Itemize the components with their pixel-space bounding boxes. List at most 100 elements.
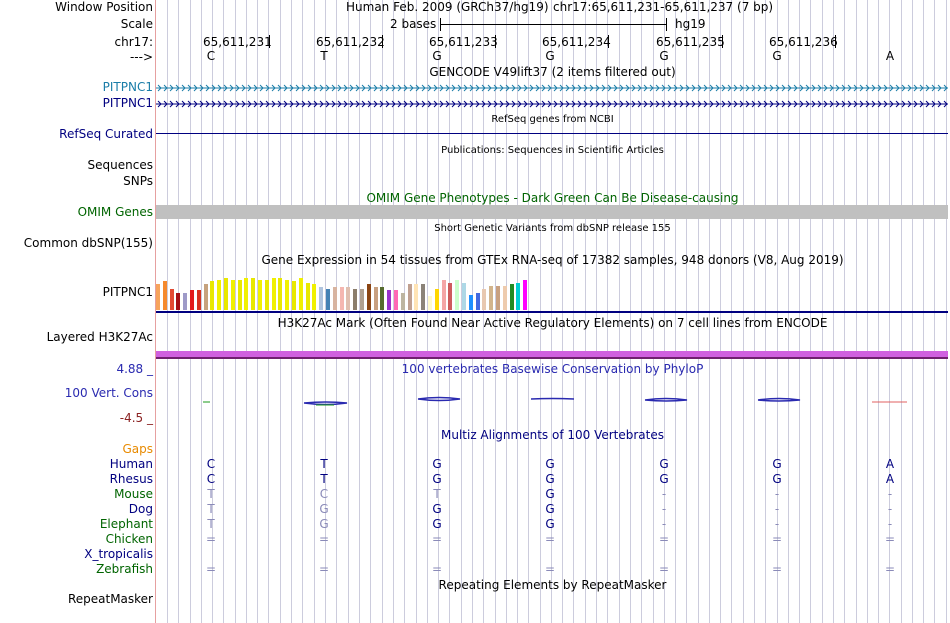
gtex-tissue-bar[interactable] (332, 287, 337, 310)
gtex-tissue-bar[interactable] (169, 289, 174, 310)
gtex-tissue-bar[interactable] (339, 287, 344, 310)
gtex-tissue-bar[interactable] (366, 284, 371, 310)
gtex-tissue-bar[interactable] (346, 287, 351, 310)
gtex-tissue-bar[interactable] (462, 283, 466, 310)
gtex-tissue-bar[interactable] (285, 280, 290, 310)
species-label[interactable]: Elephant (99, 517, 153, 531)
gencode-item-2-feature[interactable] (156, 98, 948, 108)
gtex-tissue-bar[interactable] (176, 293, 181, 310)
gtex-tissue-bar[interactable] (434, 289, 439, 310)
species-label[interactable]: Chicken (105, 532, 153, 546)
gencode-item-2-label[interactable]: PITPNC1 (102, 96, 153, 110)
gtex-tissue-bar[interactable] (407, 284, 412, 310)
gtex-tissue-bar[interactable] (258, 280, 262, 310)
gencode-item-1-feature[interactable] (156, 82, 948, 92)
gtex-label[interactable]: PITPNC1 (102, 285, 153, 299)
repeatmasker-label[interactable]: RepeatMasker (67, 592, 153, 606)
gaps-label[interactable]: Gaps (122, 442, 153, 456)
gtex-tissue-bar[interactable] (210, 281, 215, 310)
gtex-tissue-bar[interactable] (400, 293, 405, 310)
gtex-tissue-bar[interactable] (305, 283, 310, 310)
gtex-tissue-bar[interactable] (380, 287, 385, 310)
gtex-tissue-bar[interactable] (523, 280, 528, 310)
coordinate-tick[interactable]: 65,611,231 (203, 35, 272, 49)
species-label[interactable]: Human (109, 457, 153, 471)
gtex-tissue-bar[interactable] (162, 281, 167, 310)
gtex-tissue-bar[interactable] (292, 281, 296, 310)
omim-feature[interactable] (156, 205, 948, 219)
gtex-tissue-bar[interactable] (496, 286, 500, 310)
strand-chevron (607, 100, 612, 108)
gtex-tissue-bar[interactable] (509, 284, 514, 310)
dbsnp-label[interactable]: Common dbSNP(155) (23, 236, 153, 250)
scale-bar (440, 17, 667, 32)
gtex-tissue-bar[interactable] (312, 284, 317, 310)
pubs-label[interactable]: Sequences (87, 158, 153, 172)
gencode-item-1-label[interactable]: PITPNC1 (102, 80, 153, 94)
species-label[interactable]: Dog (128, 502, 153, 516)
coordinate-tick[interactable]: 65,611,233 (429, 35, 498, 49)
gtex-tissue-bar[interactable] (468, 295, 473, 310)
refseq-label[interactable]: RefSeq Curated (59, 127, 153, 141)
species-label[interactable]: Mouse (114, 487, 153, 501)
snps-label[interactable]: SNPs (123, 174, 153, 188)
gtex-tissue-bar[interactable] (360, 289, 364, 310)
gtex-tissue-bar[interactable] (190, 290, 194, 310)
gtex-tissue-bar[interactable] (237, 280, 242, 310)
gtex-tissue-bar[interactable] (251, 278, 256, 310)
gtex-tissue-bar[interactable] (203, 284, 208, 310)
gtex-tissue-bar[interactable] (502, 286, 507, 310)
gtex-tissue-bar[interactable] (448, 283, 453, 310)
coordinate-tick[interactable]: 65,611,235 (656, 35, 725, 49)
gtex-tissue-bar[interactable] (224, 278, 228, 310)
gtex-tissue-bar[interactable] (217, 280, 222, 310)
coordinate-tick[interactable]: 65,611,236 (769, 35, 838, 49)
refseq-feature[interactable] (156, 133, 948, 134)
gtex-tissue-bar[interactable] (475, 293, 480, 310)
gtex-tissue-bar[interactable] (482, 289, 487, 310)
gtex-tissue-bar[interactable] (353, 289, 358, 310)
strand-chevron (367, 84, 372, 92)
phylop-mark-4 (530, 397, 575, 400)
gtex-tissue-bar[interactable] (156, 284, 160, 310)
gtex-tissue-bar[interactable] (414, 284, 419, 310)
scale-value: 2 bases (390, 17, 437, 31)
gtex-tissue-bar[interactable] (319, 287, 324, 310)
h3k27ac-label[interactable]: Layered H3K27Ac (46, 330, 153, 344)
strand-chevron (625, 100, 630, 108)
species-label[interactable]: Rhesus (109, 472, 153, 486)
strand-chevron (457, 100, 462, 108)
omim-label[interactable]: OMIM Genes (77, 205, 153, 219)
gtex-tissue-bar[interactable] (455, 280, 460, 310)
gtex-tissue-bar[interactable] (428, 296, 432, 310)
coordinate-tick[interactable]: 65,611,232 (316, 35, 385, 49)
gtex-tissue-bar[interactable] (421, 284, 426, 310)
gtex-tissue-bar[interactable] (298, 278, 303, 310)
gtex-tissue-bar[interactable] (489, 286, 494, 310)
gtex-tissue-bar[interactable] (264, 280, 269, 310)
gtex-tissue-bar[interactable] (387, 290, 392, 310)
gtex-tissue-bar[interactable] (326, 289, 330, 310)
strand-chevron (361, 100, 366, 108)
strand-chevron (793, 84, 798, 92)
strand-chevron (475, 84, 480, 92)
gtex-tissue-bar[interactable] (373, 287, 378, 310)
phylop-plot[interactable] (156, 390, 948, 410)
gtex-tissue-bar[interactable] (196, 290, 201, 310)
gtex-tissue-bar[interactable] (394, 290, 398, 310)
position-readout[interactable]: chr17:65,611,231-65,611,237 (7 bp) (553, 0, 774, 14)
phylop-label[interactable]: 100 Vert. Cons (64, 386, 153, 400)
gtex-tissue-bar[interactable] (278, 278, 283, 310)
gtex-tissue-bar[interactable] (516, 283, 521, 310)
gtex-tissue-bar[interactable] (183, 293, 188, 310)
gtex-bar-chart[interactable] (156, 268, 556, 310)
gtex-tissue-bar[interactable] (230, 280, 235, 310)
gtex-tissue-bar[interactable] (441, 280, 446, 310)
gtex-tissue-bar[interactable] (244, 278, 249, 310)
alignment-base: C (206, 472, 216, 486)
species-label[interactable]: X_tropicalis (84, 547, 153, 561)
coordinate-tick[interactable]: 65,611,234 (542, 35, 611, 49)
gtex-tissue-bar[interactable] (271, 278, 276, 310)
species-label[interactable]: Zebrafish (96, 562, 153, 576)
h3k27ac-signal[interactable] (156, 351, 948, 357)
